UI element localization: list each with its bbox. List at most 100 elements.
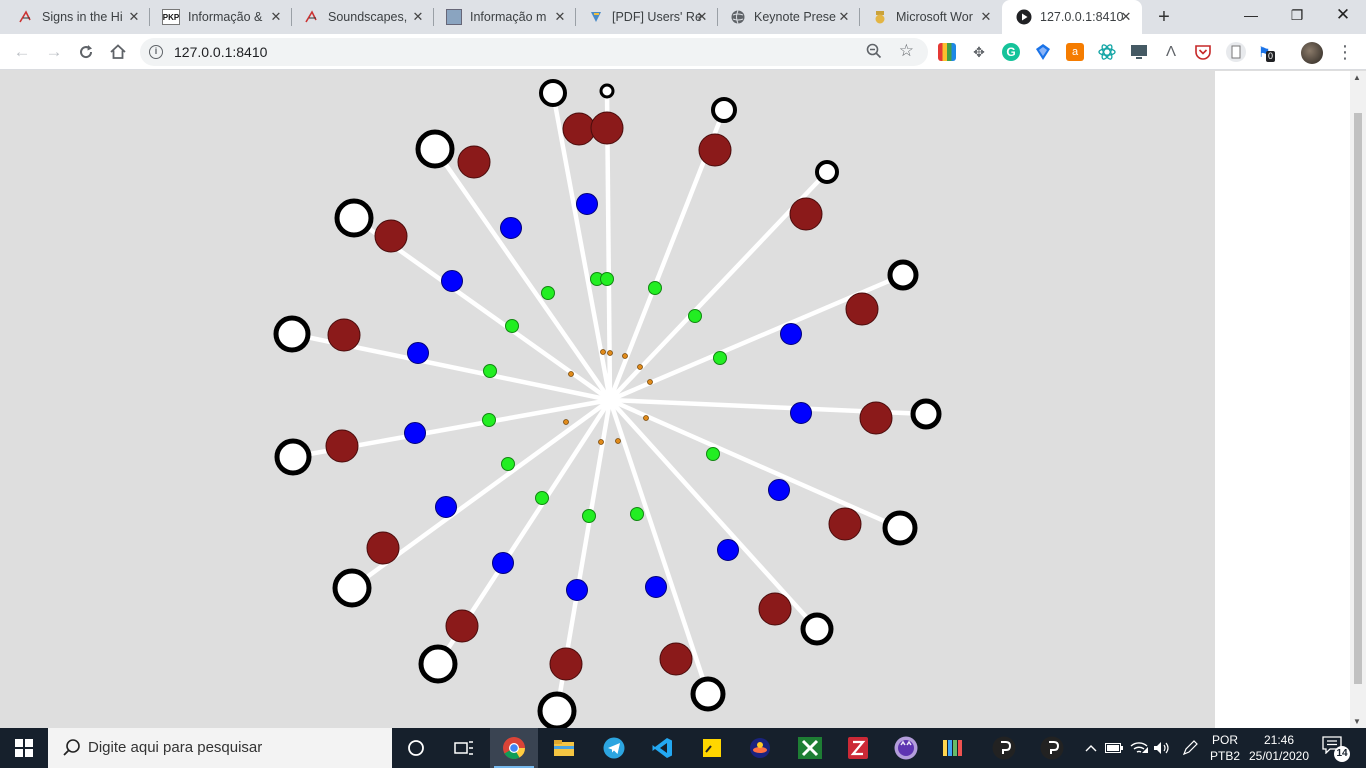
endpoint-ring: [887, 259, 919, 291]
close-icon[interactable]: ✕: [554, 9, 566, 24]
play-icon: [1016, 9, 1032, 25]
tab-4[interactable]: [PDF] Users' Re ✕: [574, 0, 718, 34]
keyboard-layout: PTB2: [1209, 749, 1240, 763]
address-bar[interactable]: i 127.0.0.1:8410 ☆: [140, 38, 928, 66]
tab-label: Signs in the Hi: [42, 10, 123, 24]
orange-node: [600, 349, 606, 355]
windows-start-button[interactable]: [0, 728, 48, 768]
shield-extension-icon[interactable]: [1034, 43, 1052, 61]
telegram-icon[interactable]: [590, 728, 638, 768]
shopping-bag-extension-icon[interactable]: a: [1066, 43, 1084, 61]
task-view-icon[interactable]: [440, 728, 488, 768]
app-blue-icon[interactable]: [736, 728, 784, 768]
monitor-extension-icon[interactable]: [1130, 43, 1148, 61]
grammarly-extension-icon[interactable]: G: [1002, 43, 1020, 61]
tab-label: Informação m: [470, 10, 547, 24]
tab-separator: [859, 8, 860, 26]
react-extension-icon[interactable]: [1098, 43, 1116, 61]
blue-node: [780, 323, 802, 345]
tab-2[interactable]: Soundscapes, ✕: [290, 0, 434, 34]
orange-node: [622, 353, 628, 359]
bookmark-star-icon[interactable]: ☆: [898, 41, 914, 60]
tab-6[interactable]: Microsoft Wor ✕: [858, 0, 1002, 34]
endpoint-ring: [882, 510, 918, 546]
library-icon[interactable]: [930, 728, 978, 768]
volume-icon[interactable]: [1152, 728, 1172, 768]
back-button[interactable]: ←: [13, 42, 31, 61]
tab-separator: [575, 8, 576, 26]
blue-node: [407, 342, 429, 364]
orange-node: [615, 438, 621, 444]
system-clock[interactable]: 21:46 25/01/2020: [1244, 732, 1314, 764]
scroll-up-arrow[interactable]: ▲: [1353, 73, 1361, 82]
green-node: [713, 351, 727, 365]
tab-separator: [433, 8, 434, 26]
lambda-extension-icon[interactable]: Λ: [1165, 43, 1177, 60]
scroll-down-arrow[interactable]: ▼: [1353, 717, 1361, 726]
tab-5[interactable]: Keynote Prese ✕: [716, 0, 860, 34]
minimize-button[interactable]: —: [1244, 7, 1258, 23]
info-icon[interactable]: i: [149, 45, 163, 59]
dropbox-extension-icon[interactable]: ✥: [973, 44, 985, 60]
tab-label: 127.0.0.1:8410: [1040, 10, 1124, 24]
pen-icon[interactable]: [1180, 728, 1200, 768]
pocket-extension-icon[interactable]: [1194, 43, 1212, 61]
color-grid-extension-icon[interactable]: [938, 43, 956, 61]
close-icon[interactable]: ✕: [838, 9, 850, 24]
reload-button[interactable]: [74, 40, 98, 64]
counter-extension-icon[interactable]: ⚑ 0: [1258, 44, 1276, 62]
vscode-icon[interactable]: [638, 728, 686, 768]
taskbar-search-box[interactable]: Digite aqui para pesquisar: [48, 728, 392, 768]
menu-icon[interactable]: ⋮: [1336, 42, 1354, 62]
wifi-icon[interactable]: [1128, 728, 1150, 768]
tab-1[interactable]: PKP Informação & ✕: [148, 0, 292, 34]
tab-label: Microsoft Wor: [896, 10, 973, 24]
cortana-icon[interactable]: [392, 728, 440, 768]
processing-icon[interactable]: [980, 728, 1028, 768]
red-node: [562, 112, 596, 146]
vertical-scrollbar[interactable]: ▲ ▼: [1350, 71, 1366, 728]
tab-label: [PDF] Users' Re: [612, 10, 702, 24]
clock-time: 21:46: [1263, 733, 1295, 747]
scrollbar-thumb[interactable]: [1354, 113, 1362, 684]
close-icon[interactable]: ✕: [696, 9, 708, 24]
profile-avatar[interactable]: [1301, 42, 1323, 64]
zotero-icon[interactable]: [834, 728, 882, 768]
excel-like-icon[interactable]: [786, 728, 834, 768]
forward-button[interactable]: →: [45, 42, 63, 61]
page-extension-icon[interactable]: [1226, 42, 1246, 62]
tab-7[interactable]: 127.0.0.1:8410 ✕: [1002, 0, 1142, 34]
language-indicator[interactable]: POR PTB2: [1208, 732, 1242, 764]
sticky-notes-icon[interactable]: [688, 728, 736, 768]
green-node: [482, 413, 496, 427]
restore-button[interactable]: ❐: [1290, 7, 1304, 23]
zoom-icon[interactable]: [866, 43, 882, 63]
search-placeholder: Digite aqui para pesquisar: [88, 739, 263, 756]
close-icon[interactable]: ✕: [1120, 9, 1132, 24]
red-node: [445, 609, 479, 643]
green-node: [688, 309, 702, 323]
close-icon[interactable]: ✕: [270, 9, 282, 24]
chrome-taskbar-icon[interactable]: [490, 728, 538, 768]
address-url[interactable]: 127.0.0.1:8410: [174, 44, 268, 60]
action-center-button[interactable]: 14: [1322, 736, 1350, 762]
close-icon[interactable]: ✕: [980, 9, 992, 24]
home-button[interactable]: [106, 40, 130, 64]
visualization-canvas[interactable]: [0, 71, 1215, 728]
processing-icon-2[interactable]: [1028, 728, 1076, 768]
blue-node: [441, 270, 463, 292]
show-hidden-icons-button[interactable]: [1082, 728, 1100, 768]
close-icon[interactable]: ✕: [128, 9, 140, 24]
endpoint-ring: [334, 198, 374, 238]
tab-0[interactable]: Signs in the Hi ✕: [4, 0, 150, 34]
tab-3[interactable]: Informação m ✕: [432, 0, 576, 34]
new-tab-button[interactable]: +: [1158, 6, 1170, 28]
blue-node: [435, 496, 457, 518]
close-icon[interactable]: ✕: [412, 9, 424, 24]
red-node: [845, 292, 879, 326]
tab-label: Informação &: [188, 10, 263, 24]
purple-app-icon[interactable]: [882, 728, 930, 768]
battery-icon[interactable]: [1104, 728, 1124, 768]
file-explorer-icon[interactable]: [540, 728, 588, 768]
close-window-button[interactable]: ✕: [1335, 5, 1351, 24]
